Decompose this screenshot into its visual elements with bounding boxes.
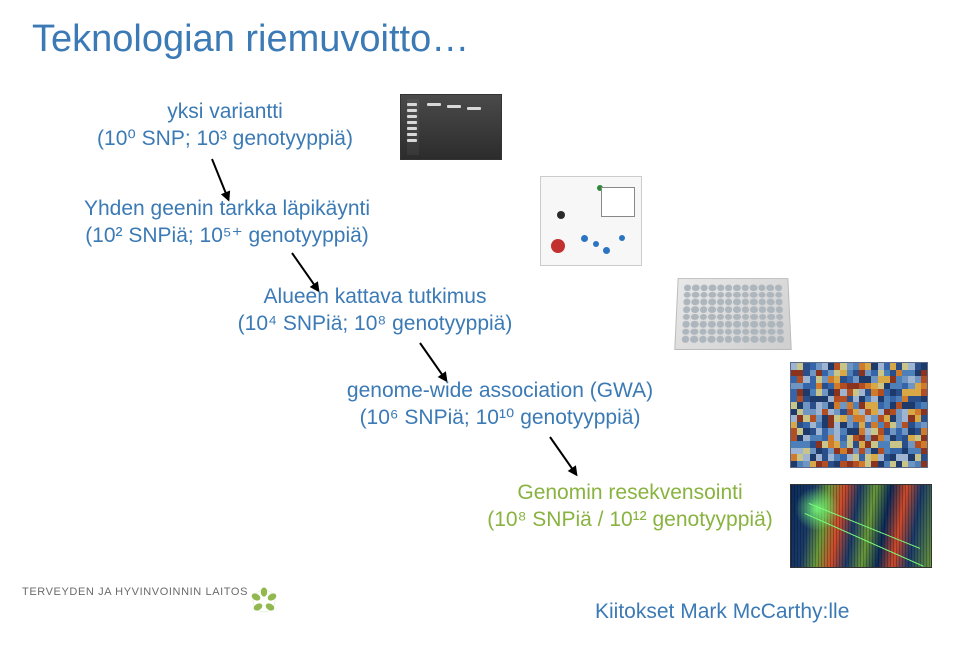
step-gene-line2: (10² SNPiä; 10⁵⁺ genotyyppiä) — [42, 223, 412, 250]
scatter-image — [540, 176, 642, 266]
step-gwa: genome-wide association (GWA) (10⁶ SNPiä… — [300, 378, 700, 432]
thanks-text: Kiitokset Mark McCarthy:lle — [595, 600, 849, 624]
arrow-1 — [211, 159, 229, 201]
arrow-3 — [419, 342, 447, 381]
step-variant: yksi variantti (10⁰ SNP; 10³ genotyyppiä… — [75, 99, 375, 153]
step-reseq-line1: Genomin resekvensointi — [440, 480, 820, 507]
heatmap-image — [790, 362, 928, 468]
step-region-line2: (10⁴ SNPiä; 10⁸ genotyyppiä) — [210, 311, 540, 338]
page-title: Teknologian riemuvoitto… — [32, 18, 469, 61]
step-variant-line1: yksi variantti — [75, 99, 375, 126]
step-gene: Yhden geenin tarkka läpikäynti (10² SNPi… — [42, 196, 412, 250]
footer-org-text: TERVEYDEN JA HYVINVOINNIN LAITOS — [22, 586, 248, 598]
arrow-4 — [549, 436, 577, 475]
sequencing-image — [790, 484, 932, 568]
step-reseq-line2: (10⁸ SNPiä / 10¹² genotyyppiä) — [440, 507, 820, 534]
step-gene-line1: Yhden geenin tarkka läpikäynti — [42, 196, 412, 223]
step-variant-line2: (10⁰ SNP; 10³ genotyyppiä) — [75, 126, 375, 153]
scatter-legend — [601, 187, 635, 217]
step-region: Alueen kattava tutkimus (10⁴ SNPiä; 10⁸ … — [210, 284, 540, 338]
gel-image — [400, 94, 502, 160]
footer-logo: TERVEYDEN JA HYVINVOINNIN LAITOS — [22, 581, 282, 617]
step-gwa-line1: genome-wide association (GWA) — [300, 378, 700, 405]
plate-image — [674, 278, 792, 350]
step-region-line1: Alueen kattava tutkimus — [210, 284, 540, 311]
step-gwa-line2: (10⁶ SNPiä; 10¹⁰ genotyyppiä) — [300, 405, 700, 432]
step-reseq: Genomin resekvensointi (10⁸ SNPiä / 10¹²… — [440, 480, 820, 534]
